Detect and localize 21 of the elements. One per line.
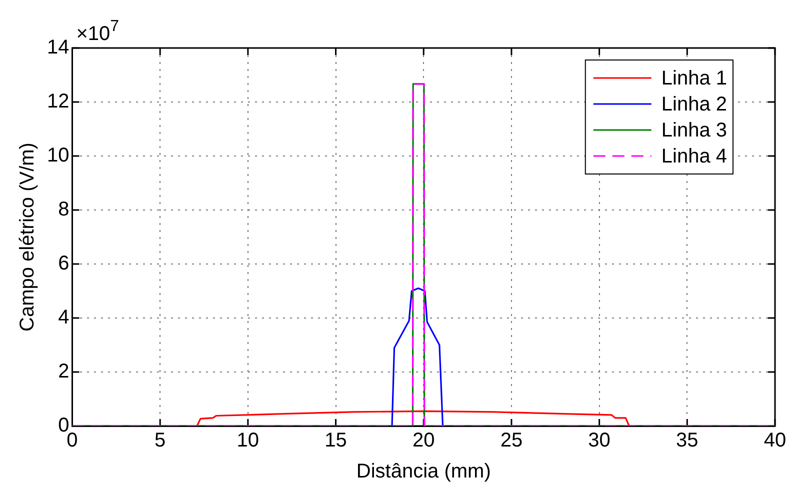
- x-tick-label: 35: [676, 430, 698, 452]
- x-tick-label: 40: [764, 430, 786, 452]
- legend-label: Linha 4: [661, 146, 728, 168]
- legend-label: Linha 3: [661, 120, 728, 142]
- y-tick-label: 12: [46, 90, 70, 113]
- y-tick-label: 6: [58, 252, 70, 275]
- y-axis-title: Campo elétrico (V/m): [16, 142, 39, 332]
- x-tick-label: 5: [154, 430, 166, 452]
- legend-label: Linha 2: [661, 94, 728, 116]
- y-tick-label: 2: [58, 360, 70, 383]
- y-tick-label: 4: [58, 306, 70, 329]
- x-tick-label: 30: [588, 430, 610, 452]
- x-tick-label: 20: [412, 430, 435, 452]
- x-axis-title: Distância (mm): [356, 460, 491, 483]
- x-tick-label: 10: [236, 430, 260, 452]
- y-tick-label: 14: [46, 36, 70, 59]
- y-tick-label: 8: [58, 198, 70, 221]
- legend-label: Linha 1: [661, 68, 728, 90]
- x-tick-label: 15: [324, 430, 347, 452]
- x-tick-label: 25: [500, 430, 523, 452]
- y-tick-label: 10: [46, 144, 70, 167]
